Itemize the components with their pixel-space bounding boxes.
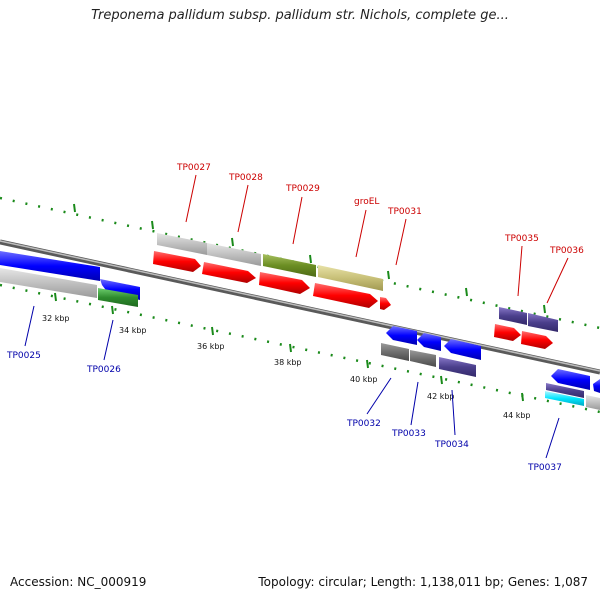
scale-label-42kbp: 42 kbp (427, 392, 455, 401)
scale-labels: 32 kbp 34 kbp 36 kbp 38 kbp 40 kbp 42 kb… (42, 314, 531, 420)
cds-arrow[interactable] (386, 326, 417, 345)
gene-label-tp0036: TP0036 (549, 246, 584, 256)
cds-arrow[interactable] (417, 333, 441, 351)
gene-bar[interactable] (0, 268, 97, 298)
genome-backbone (0, 239, 600, 375)
cds-arrow[interactable] (380, 297, 391, 310)
gene-bar[interactable] (318, 265, 383, 291)
gene-label-groel: groEL (354, 197, 379, 207)
gene-bar[interactable] (439, 357, 476, 377)
gene-bar[interactable] (545, 391, 584, 406)
scale-label-38kbp: 38 kbp (274, 358, 302, 367)
gene-bar[interactable] (263, 254, 316, 277)
forward-strand-features[interactable] (153, 233, 558, 349)
gene-bar[interactable] (586, 395, 600, 410)
scale-label-44kbp: 44 kbp (503, 411, 531, 420)
reverse-strand-features[interactable] (0, 251, 600, 410)
cds-arrow[interactable] (444, 339, 481, 360)
gene-label-tp0026: TP0026 (86, 365, 121, 375)
gene-label-tp0037: TP0037 (527, 463, 562, 473)
reverse-gene-labels: TP0025 TP0026 TP0032 TP0033 TP0034 TP003… (6, 351, 562, 473)
cds-arrow[interactable] (551, 369, 590, 390)
map-title: Treponema pallidum subsp. pallidum str. … (91, 8, 509, 23)
cds-arrow[interactable] (0, 251, 100, 281)
gene-label-tp0034: TP0034 (434, 440, 469, 450)
gene-label-tp0027: TP0027 (176, 163, 211, 173)
forward-label-leaders (185, 174, 569, 304)
scale-label-40kbp: 40 kbp (350, 375, 378, 384)
topology-text: Topology: circular; Length: 1,138,011 bp… (258, 575, 588, 589)
gene-bar[interactable] (98, 288, 138, 307)
scale-major-ticks (54, 203, 546, 402)
gene-bar[interactable] (207, 243, 261, 266)
gene-bar[interactable] (410, 350, 436, 367)
gene-label-tp0031: TP0031 (387, 207, 422, 217)
gene-label-tp0029: TP0029 (285, 184, 320, 194)
gene-label-tp0033: TP0033 (391, 429, 426, 439)
gene-label-tp0028: TP0028 (228, 173, 263, 183)
gene-label-tp0025: TP0025 (6, 351, 41, 361)
reverse-label-leaders (24, 305, 560, 459)
scale-label-32kbp: 32 kbp (42, 314, 70, 323)
gene-bar[interactable] (528, 313, 558, 332)
cds-arrow[interactable] (202, 262, 256, 283)
scale-label-36kbp: 36 kbp (197, 342, 225, 351)
cds-arrow[interactable] (593, 379, 600, 393)
cds-arrow[interactable] (313, 283, 378, 308)
cds-arrow[interactable] (494, 324, 521, 341)
gene-bar[interactable] (499, 307, 527, 325)
scale-label-34kbp: 34 kbp (119, 326, 147, 335)
gene-bar[interactable] (546, 383, 584, 398)
cds-arrow[interactable] (521, 331, 553, 349)
gene-label-tp0032: TP0032 (346, 419, 381, 429)
cds-arrow[interactable] (153, 251, 201, 272)
gene-bar[interactable] (157, 233, 207, 255)
forward-gene-labels: TP0027 TP0028 TP0029 groEL TP0031 TP0035… (176, 163, 584, 256)
inner-scale-track (0, 283, 600, 414)
accession-text: Accession: NC_000919 (10, 575, 147, 589)
cds-arrow[interactable] (259, 272, 310, 294)
gene-bar[interactable] (381, 343, 409, 361)
gene-label-tp0035: TP0035 (504, 234, 539, 244)
